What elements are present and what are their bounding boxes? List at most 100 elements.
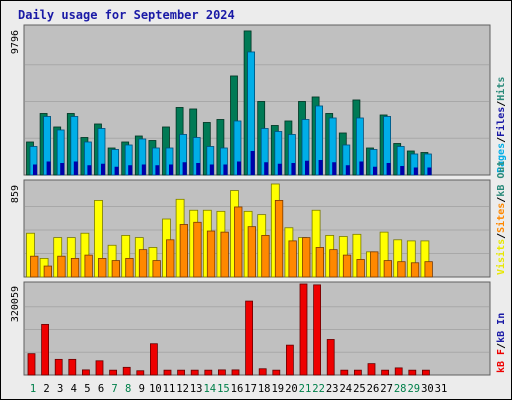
bar-pages-day-17 (250, 150, 255, 175)
bar-sites-day-19 (274, 199, 284, 278)
bar-pages-day-8 (128, 165, 133, 175)
legend-entry: kB In (496, 313, 507, 343)
legend-entry: Files (495, 107, 507, 137)
bar-pages-day-9 (141, 164, 146, 175)
bar-sites-day-5 (84, 254, 93, 278)
legend-entry: kB F (496, 349, 507, 373)
day-label-2: 2 (43, 383, 49, 395)
day-label-22: 22 (312, 383, 325, 395)
bar-kb-day-13 (190, 369, 199, 376)
day-label-1: 1 (30, 383, 36, 395)
day-label-26: 26 (367, 383, 380, 395)
day-label-7: 7 (111, 383, 117, 395)
bar-kb-day-23 (326, 339, 335, 376)
bar-pages-day-16 (237, 161, 241, 175)
day-label-24: 24 (339, 383, 352, 395)
bar-sites-day-24 (342, 254, 352, 278)
bar-pages-day-15 (223, 164, 228, 175)
bar-pages-day-28 (400, 165, 405, 175)
bar-sites-day-12 (179, 224, 189, 278)
bar-pages-day-24 (345, 165, 350, 175)
legend-entry: Hits (495, 77, 507, 101)
axis-max-label: 320059 (10, 286, 21, 322)
bar-pages-day-5 (87, 165, 92, 175)
bar-sites-day-1 (30, 255, 39, 278)
day-label-5: 5 (84, 383, 90, 395)
bar-sites-day-7 (111, 260, 120, 278)
bar-pages-day-21 (305, 160, 309, 175)
bar-pages-day-3 (60, 162, 65, 175)
bar-kb-day-16 (231, 369, 240, 376)
day-label-23: 23 (326, 383, 339, 395)
bar-kb-day-12 (177, 369, 186, 376)
bar-kb-day-4 (68, 358, 77, 376)
bar-pages-day-29 (413, 167, 418, 175)
day-label-10: 10 (149, 383, 162, 395)
bar-kb-day-7 (109, 369, 117, 376)
bar-pages-day-23 (332, 162, 337, 175)
bar-pages-day-6 (101, 163, 105, 175)
bar-kb-day-21 (299, 283, 308, 376)
panel-kbytes: 320059 kB F/kB In (10, 281, 507, 376)
day-label-13: 13 (190, 383, 203, 395)
day-label-28: 28 (394, 383, 407, 395)
bar-sites-day-26 (370, 251, 379, 278)
bar-pages-day-2 (46, 161, 51, 175)
bar-kb-day-22 (313, 284, 322, 376)
bar-sites-day-27 (383, 260, 393, 278)
bar-sites-day-14 (206, 230, 216, 278)
panel-legend: kB F/kB In (496, 313, 507, 373)
day-label-9: 9 (139, 383, 145, 395)
bar-kb-day-19 (272, 369, 281, 376)
axis-max-label: 859 (10, 185, 21, 203)
bar-kb-day-27 (381, 369, 390, 376)
panel-hits-files-pages: 9796 Pages/Files/Hits (10, 24, 507, 176)
bar-kb-day-10 (149, 343, 158, 376)
bar-sites-day-17 (247, 226, 257, 278)
bar-sites-day-20 (288, 240, 297, 278)
bar-pages-day-26 (373, 166, 377, 175)
bar-pages-day-12 (182, 162, 187, 175)
bar-sites-day-13 (193, 221, 202, 278)
day-label-31: 31 (435, 383, 448, 395)
legend-separator: / (496, 197, 507, 203)
day-label-27: 27 (380, 383, 393, 395)
bar-kb-day-14 (204, 369, 213, 376)
day-label-12: 12 (176, 383, 189, 395)
day-label-16: 16 (231, 383, 244, 395)
plot-area (23, 24, 491, 176)
bar-sites-day-3 (57, 255, 66, 278)
bar-kb-day-26 (367, 363, 376, 376)
bar-pages-day-19 (277, 163, 282, 175)
plot-area (23, 281, 491, 376)
bar-kb-day-17 (245, 300, 254, 376)
bar-kb-day-11 (163, 369, 172, 376)
day-label-8: 8 (125, 383, 131, 395)
day-label-29: 29 (407, 383, 420, 395)
bar-pages-day-30 (427, 167, 432, 175)
bar-kb-day-3 (54, 358, 63, 376)
legend-entry: Visits (495, 239, 507, 275)
panel-legend: Visits/Sites/kB Out (495, 161, 507, 275)
axis-max-label: 9796 (10, 30, 21, 54)
day-label-6: 6 (98, 383, 104, 395)
bar-pages-day-20 (291, 162, 296, 175)
bar-sites-day-10 (152, 260, 161, 278)
bar-sites-day-30 (424, 261, 433, 278)
bar-sites-day-21 (302, 237, 311, 278)
bar-pages-day-25 (359, 161, 364, 175)
bar-sites-day-11 (166, 239, 175, 278)
plot-area (23, 179, 491, 278)
bar-kb-day-1 (27, 353, 36, 376)
day-label-4: 4 (71, 383, 77, 395)
bar-sites-day-6 (98, 257, 107, 278)
bar-kb-day-20 (285, 344, 294, 376)
day-axis-labels: 1 2 3 4 5 6 7 8 9 10 11 12 13 14 15 16 17 18 19 20 21 22 23 24 2… (30, 383, 447, 395)
day-label-11: 11 (163, 383, 176, 395)
bar-kb-day-25 (353, 369, 362, 376)
legend-entry: Sites (495, 203, 507, 233)
bar-sites-day-2 (43, 265, 52, 278)
panel-legend: Pages/Files/Hits (495, 77, 507, 173)
bar-kb-day-9 (136, 370, 145, 376)
